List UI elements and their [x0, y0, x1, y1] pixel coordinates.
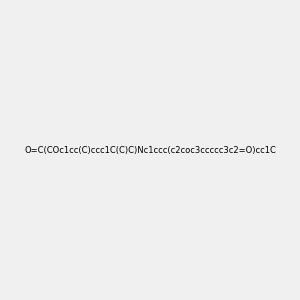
Text: O=C(COc1cc(C)ccc1C(C)C)Nc1ccc(c2coc3ccccc3c2=O)cc1C: O=C(COc1cc(C)ccc1C(C)C)Nc1ccc(c2coc3cccc…	[24, 146, 276, 154]
